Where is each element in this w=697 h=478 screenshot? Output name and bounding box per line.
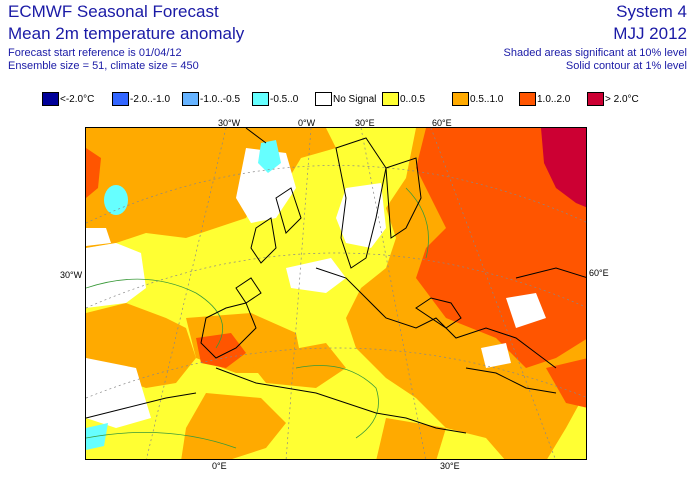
contour-note: Solid contour at 1% level — [565, 60, 687, 72]
legend-swatch — [452, 92, 469, 106]
ensemble-size: Ensemble size = 51, climate size = 450 — [8, 60, 199, 72]
legend-label: 0.5..1.0 — [470, 93, 504, 105]
period-label: MJJ 2012 — [613, 24, 687, 43]
map-canvas — [86, 128, 586, 459]
legend-label: 0..0.5 — [400, 93, 426, 105]
lon-label-30e-bottom: 30°E — [440, 461, 460, 471]
legend-swatch — [112, 92, 129, 106]
legend-swatch — [382, 92, 399, 106]
legend-item: -1.0..-0.5 — [182, 91, 240, 107]
no-signal-areas — [86, 148, 546, 428]
legend-item: No Signal — [315, 91, 376, 107]
legend-item: 1.0..2.0 — [519, 91, 570, 107]
legend-item: -2.0..-1.0 — [112, 91, 170, 107]
legend-label: -2.0..-1.0 — [130, 93, 171, 105]
title-line-2: Mean 2m temperature anomaly — [8, 24, 245, 43]
legend-swatch — [182, 92, 199, 106]
color-legend: <-2.0°C -2.0..-1.0 -1.0..-0.5 -0.5..0 No… — [42, 91, 662, 107]
legend-swatch — [315, 92, 332, 106]
lat-label-left: 30°W — [60, 270, 83, 280]
anomaly-1.0-2.0 — [86, 128, 586, 408]
legend-label: <-2.0°C — [60, 93, 95, 105]
legend-item: -0.5..0 — [252, 91, 298, 107]
legend-item: > 2.0°C — [587, 91, 639, 107]
legend-item: 0..0.5 — [382, 91, 425, 107]
title-line-1: ECMWF Seasonal Forecast — [8, 2, 219, 21]
system-label: System 4 — [616, 2, 687, 21]
lon-label-0e-bottom: 0°E — [212, 461, 227, 471]
lon-label-30w-top: 30°W — [218, 118, 241, 128]
legend-label: > 2.0°C — [605, 93, 639, 105]
graticule — [86, 128, 586, 459]
lon-label-0w-top: 0°W — [298, 118, 316, 128]
legend-swatch — [42, 92, 59, 106]
legend-swatch — [252, 92, 269, 106]
significance-contours — [86, 187, 429, 449]
legend-swatch — [587, 92, 604, 106]
legend-label: -1.0..-0.5 — [200, 93, 241, 105]
anomaly-map[interactable] — [85, 127, 587, 460]
legend-label: No Signal — [333, 93, 377, 105]
legend-item: 0.5..1.0 — [452, 91, 503, 107]
legend-label: 1.0..2.0 — [537, 93, 571, 105]
lon-label-30e-top: 30°E — [355, 118, 375, 128]
legend-label: -0.5..0 — [270, 93, 299, 105]
legend-item: <-2.0°C — [42, 91, 94, 107]
legend-swatch — [519, 92, 536, 106]
lon-label-60e-top: 60°E — [432, 118, 452, 128]
forecast-start-reference: Forecast start reference is 01/04/12 — [8, 47, 182, 59]
anomaly-above-2.0 — [541, 128, 586, 208]
shading-note: Shaded areas significant at 10% level — [503, 47, 687, 59]
lat-label-right: 60°E — [589, 268, 609, 278]
coastlines — [86, 128, 586, 434]
